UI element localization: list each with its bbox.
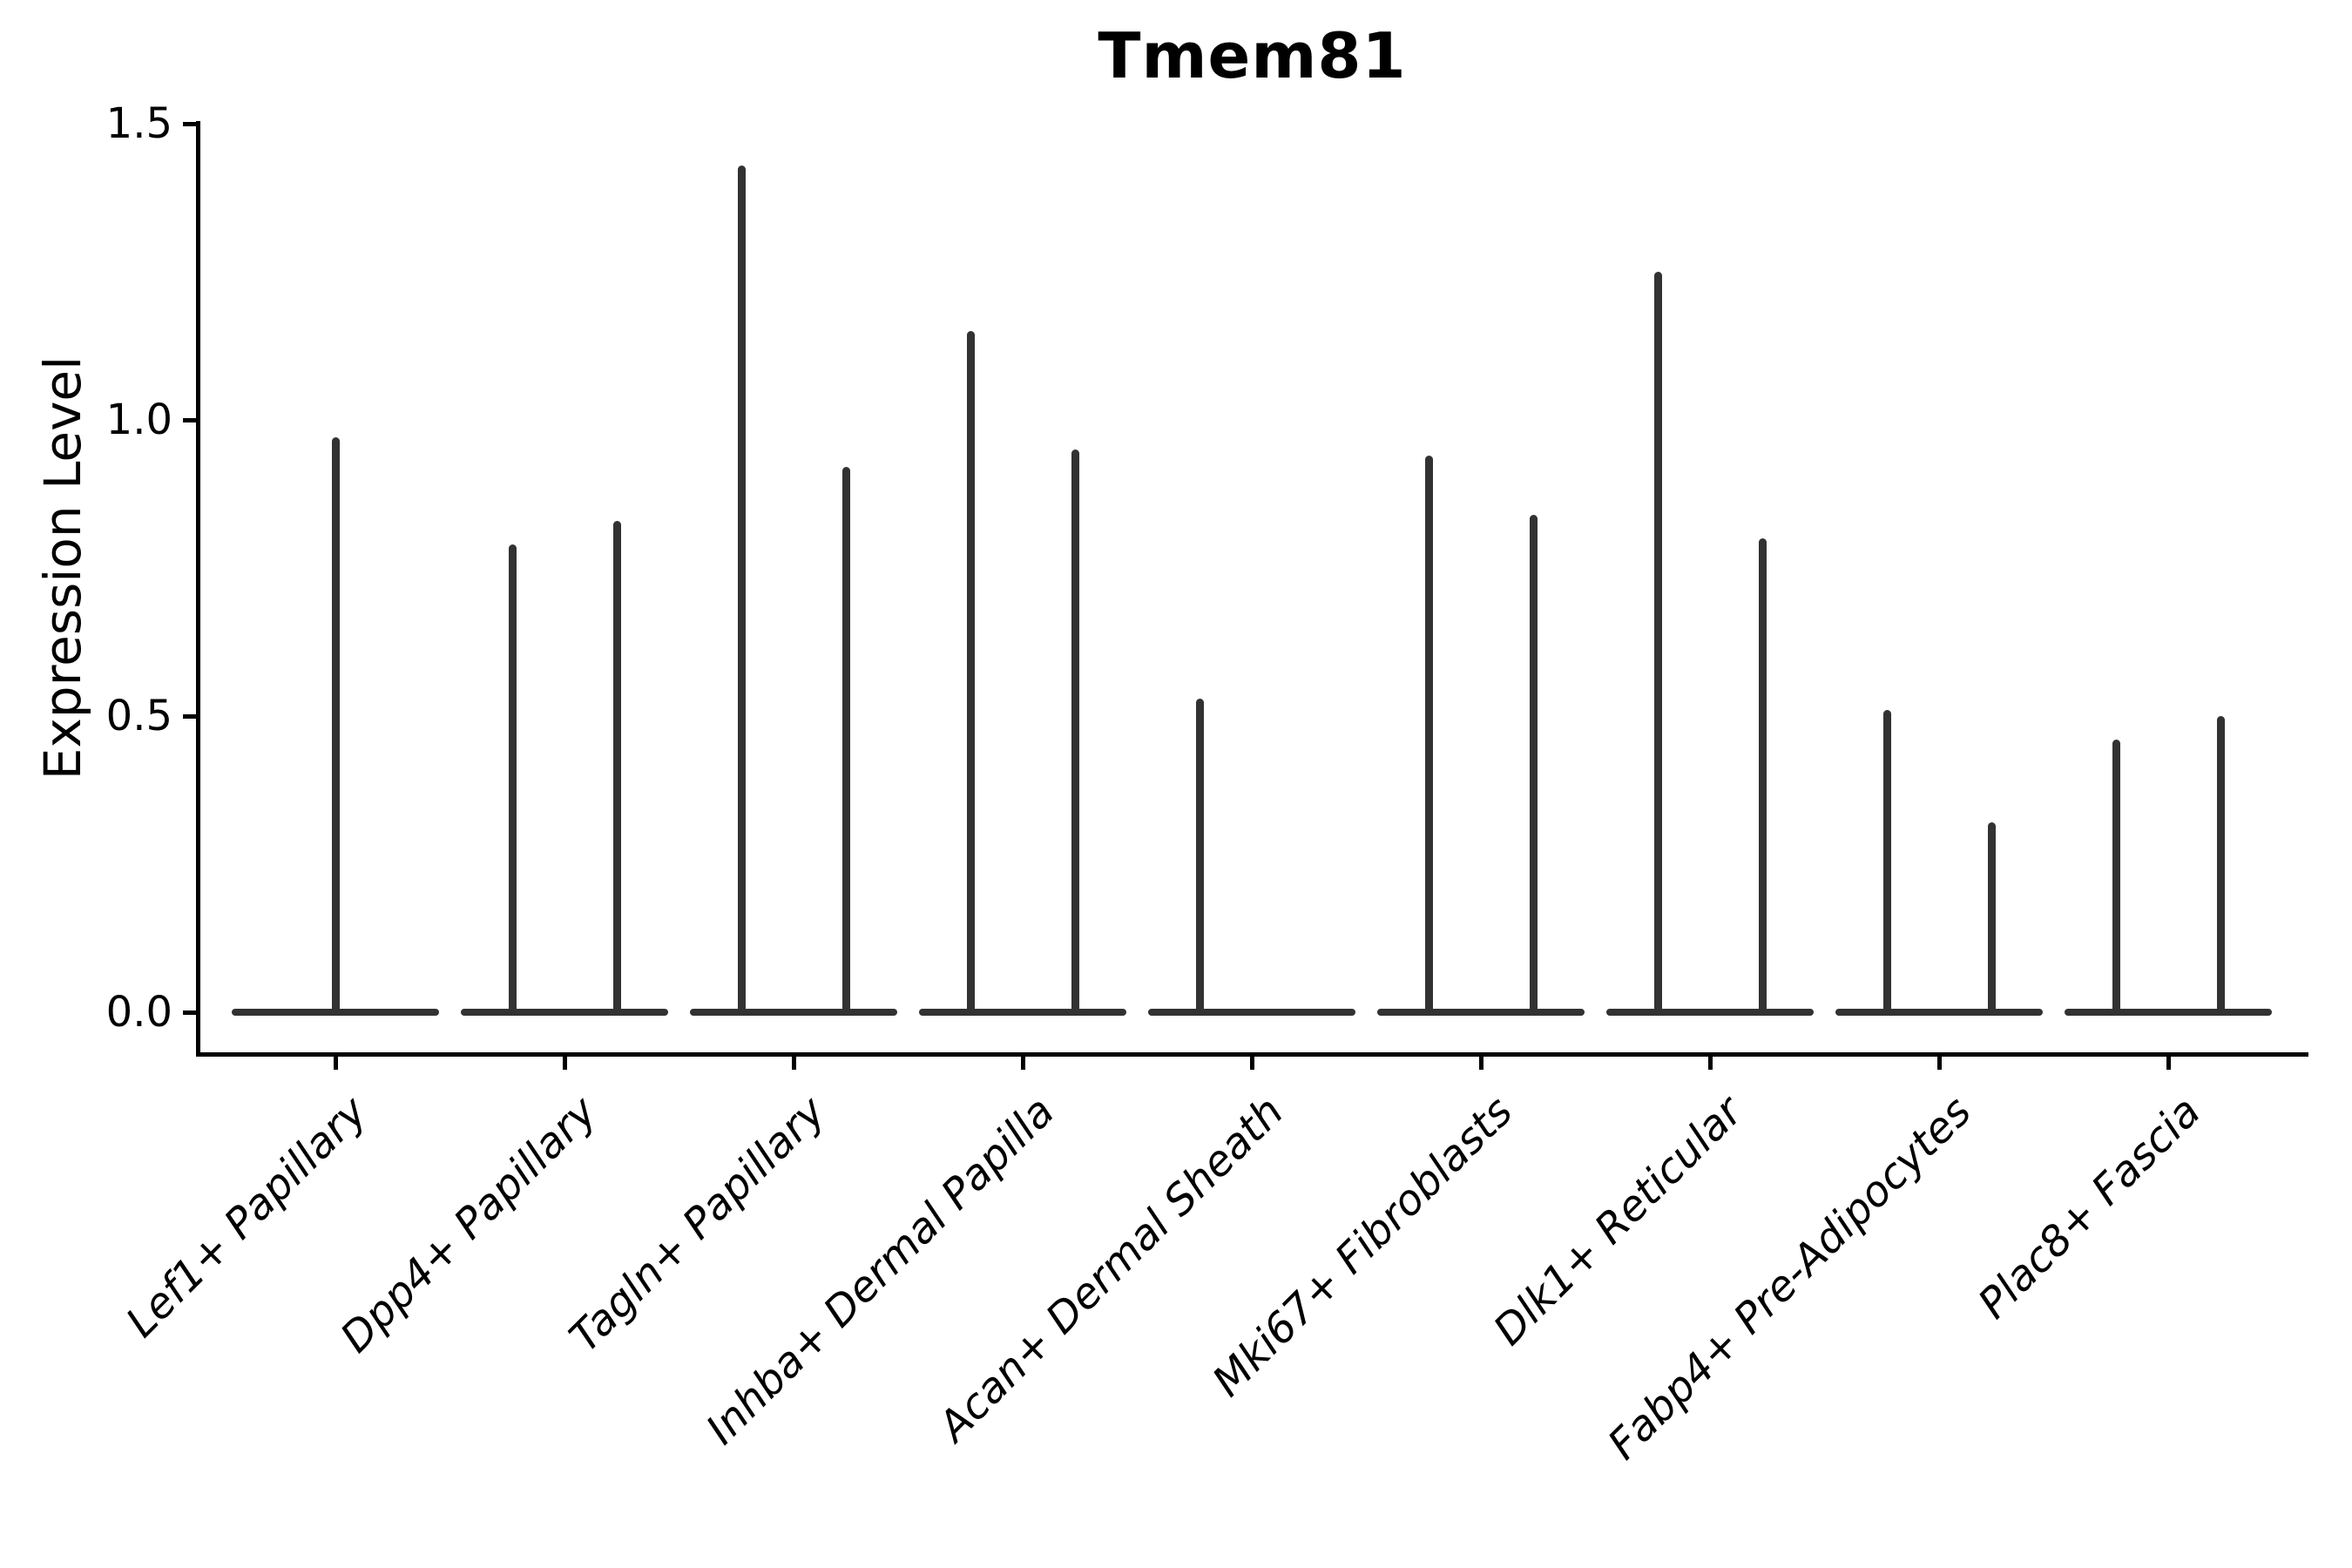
x-tick bbox=[1478, 1057, 1484, 1070]
violin-spike bbox=[612, 520, 621, 1016]
y-tick-label: 0.5 bbox=[105, 692, 172, 740]
y-tick bbox=[183, 713, 198, 719]
violin-baseline bbox=[919, 1009, 1126, 1016]
y-axis-label: Expression Level bbox=[33, 355, 92, 781]
violin-baseline bbox=[461, 1009, 668, 1016]
violin-spike bbox=[966, 331, 975, 1016]
category-label: Dpp4+ Papillary bbox=[331, 1087, 606, 1362]
category-label: Plac8+ Fascia bbox=[1968, 1087, 2210, 1328]
x-tick bbox=[562, 1057, 567, 1070]
x-tick bbox=[1020, 1057, 1025, 1070]
x-tick bbox=[1249, 1057, 1254, 1070]
violin-spike bbox=[2112, 740, 2120, 1016]
y-axis-spine bbox=[196, 121, 200, 1057]
category-label: Dlk1+ Reticular bbox=[1484, 1087, 1752, 1355]
violin-spike bbox=[331, 437, 340, 1016]
violin-spike bbox=[1653, 272, 1662, 1016]
violin-baseline bbox=[690, 1009, 897, 1016]
y-tick bbox=[183, 417, 198, 422]
violin-spike bbox=[841, 467, 850, 1016]
category-label: Lef1+ Papillary bbox=[117, 1087, 377, 1348]
x-tick bbox=[791, 1057, 796, 1070]
violin-baseline bbox=[1148, 1009, 1355, 1016]
y-tick-label: 1.5 bbox=[105, 99, 172, 148]
violin-spike bbox=[1882, 710, 1891, 1016]
category-label: Tagln+ Papillary bbox=[560, 1087, 835, 1362]
violin-baseline bbox=[1835, 1009, 2043, 1016]
x-tick bbox=[2166, 1057, 2171, 1070]
y-tick bbox=[183, 121, 198, 126]
violin-baseline bbox=[1377, 1009, 1585, 1016]
violin-spike bbox=[737, 165, 746, 1016]
violin-spike bbox=[1529, 514, 1538, 1016]
violin-spike bbox=[1987, 822, 1996, 1016]
x-tick bbox=[1707, 1057, 1713, 1070]
violin-spike bbox=[1195, 698, 1204, 1016]
y-tick-label: 0.0 bbox=[105, 988, 172, 1037]
x-tick bbox=[333, 1057, 338, 1070]
y-tick bbox=[183, 1010, 198, 1015]
violin-spike bbox=[2216, 716, 2225, 1016]
violin-spike bbox=[1424, 455, 1433, 1016]
category-label: Fabp4+ Pre-Adipocytes bbox=[1598, 1087, 1981, 1470]
chart-title: Tmem81 bbox=[1098, 19, 1407, 92]
violin-baseline bbox=[1606, 1009, 1814, 1016]
x-tick bbox=[1936, 1057, 1942, 1070]
violin-spike bbox=[1758, 538, 1767, 1016]
violin-spike bbox=[1071, 449, 1079, 1016]
y-tick-label: 1.0 bbox=[105, 395, 172, 444]
violin-baseline bbox=[2065, 1009, 2272, 1016]
x-axis-spine bbox=[196, 1052, 2308, 1057]
violin-spike bbox=[508, 544, 517, 1016]
